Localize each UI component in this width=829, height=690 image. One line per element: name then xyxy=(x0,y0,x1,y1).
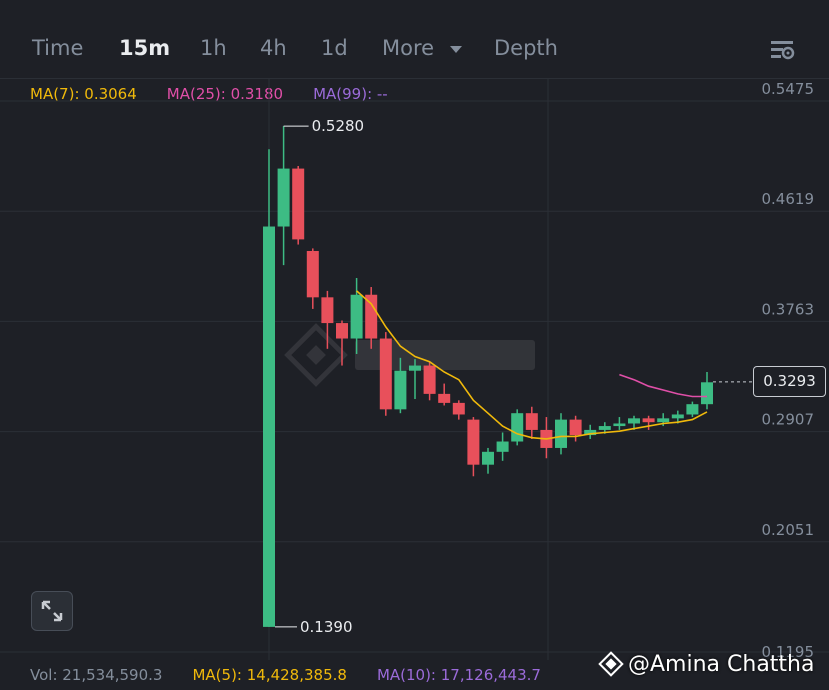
ma99-legend: MA(99): -- xyxy=(313,85,388,103)
candle-up[interactable] xyxy=(584,424,597,439)
author-watermark: @Amina Chattha xyxy=(598,651,814,677)
ma7-legend: MA(7): 0.3064 xyxy=(30,85,137,103)
current-price-label: 0.3293 xyxy=(763,372,816,391)
caret-down-icon xyxy=(450,45,463,53)
candle-up[interactable] xyxy=(496,432,509,461)
candle-down[interactable] xyxy=(452,400,465,420)
watermark-text: @Amina Chattha xyxy=(628,651,815,677)
candle-up[interactable] xyxy=(671,410,684,424)
candle-down[interactable] xyxy=(423,361,436,401)
candle-up[interactable] xyxy=(555,413,567,455)
candles xyxy=(263,126,713,627)
candle-down[interactable] xyxy=(569,415,582,442)
volume-ma10: MA(10): 17,126,443.7 xyxy=(376,666,541,684)
candle-down[interactable] xyxy=(321,290,334,349)
candle-up[interactable] xyxy=(409,359,421,400)
ma-legend: MA(7): 0.3064 MA(25): 0.3180 MA(99): -- xyxy=(30,85,388,103)
candle-down[interactable] xyxy=(336,320,348,366)
candle-up[interactable] xyxy=(482,447,494,474)
price-tick-label: 0.2907 xyxy=(762,411,815,429)
candle-up[interactable] xyxy=(394,357,407,414)
price-tick-label: 0.1195 xyxy=(762,643,815,661)
binance-icon xyxy=(598,651,624,677)
candle-down[interactable] xyxy=(467,417,480,477)
ma25-line xyxy=(619,373,707,398)
candle-down[interactable] xyxy=(438,383,451,406)
tab-depth[interactable]: Depth xyxy=(494,36,558,60)
low-price-label: 0.1390 xyxy=(300,618,353,636)
candle-up[interactable] xyxy=(263,149,275,627)
candle-up[interactable] xyxy=(686,401,699,418)
candle-down[interactable] xyxy=(525,406,538,439)
annotations: 0.5280 0.1390 xyxy=(275,117,753,636)
current-price-box: 0.3293 xyxy=(753,365,826,397)
tab-more[interactable]: More xyxy=(382,36,463,60)
price-tick-label: 0.3763 xyxy=(762,300,815,318)
tab-1d[interactable]: 1d xyxy=(321,36,348,60)
candle-up[interactable] xyxy=(613,417,626,430)
candle-down[interactable] xyxy=(292,166,305,245)
tab-4h[interactable]: 4h xyxy=(260,36,287,60)
candle-down[interactable] xyxy=(642,415,655,430)
candle-down[interactable] xyxy=(379,332,392,416)
volume-value: Vol: 21,534,590.3 xyxy=(30,666,163,684)
ma-lines xyxy=(356,290,708,440)
volume-ma5: MA(5): 14,428,385.8 xyxy=(192,666,347,684)
tab-1h[interactable]: 1h xyxy=(200,36,227,60)
binance-logo-watermark xyxy=(284,323,535,387)
price-axis: 0.5475 0.4619 0.3763 0.2907 0.2051 0.1195 xyxy=(762,80,815,661)
volume-legend: Vol: 21,534,590.3 MA(5): 14,428,385.8 MA… xyxy=(30,666,541,684)
candle-down[interactable] xyxy=(365,287,378,349)
price-tick-label: 0.4619 xyxy=(762,190,815,208)
price-tick-label: 0.2051 xyxy=(762,521,815,539)
candle-up[interactable] xyxy=(350,278,363,354)
candle-up[interactable] xyxy=(628,415,640,430)
expand-icon xyxy=(41,600,63,622)
ma25-legend: MA(25): 0.3180 xyxy=(166,85,284,103)
price-tick-label: 0.5475 xyxy=(762,80,815,98)
ma7-line xyxy=(356,290,708,440)
tab-15m[interactable]: 15m xyxy=(119,36,171,60)
candle-up[interactable] xyxy=(277,126,290,266)
chart-settings-icon[interactable] xyxy=(770,38,796,66)
fullscreen-button[interactable] xyxy=(31,591,73,631)
tab-time[interactable]: Time xyxy=(32,36,84,60)
candle-up[interactable] xyxy=(511,409,524,446)
high-price-label: 0.5280 xyxy=(312,117,365,135)
tab-more-label: More xyxy=(382,36,435,60)
candle-down[interactable] xyxy=(306,248,319,309)
timeframe-tab-bar: Time 15m 1h 4h 1d More Depth xyxy=(0,0,829,79)
candle-up[interactable] xyxy=(701,371,713,410)
